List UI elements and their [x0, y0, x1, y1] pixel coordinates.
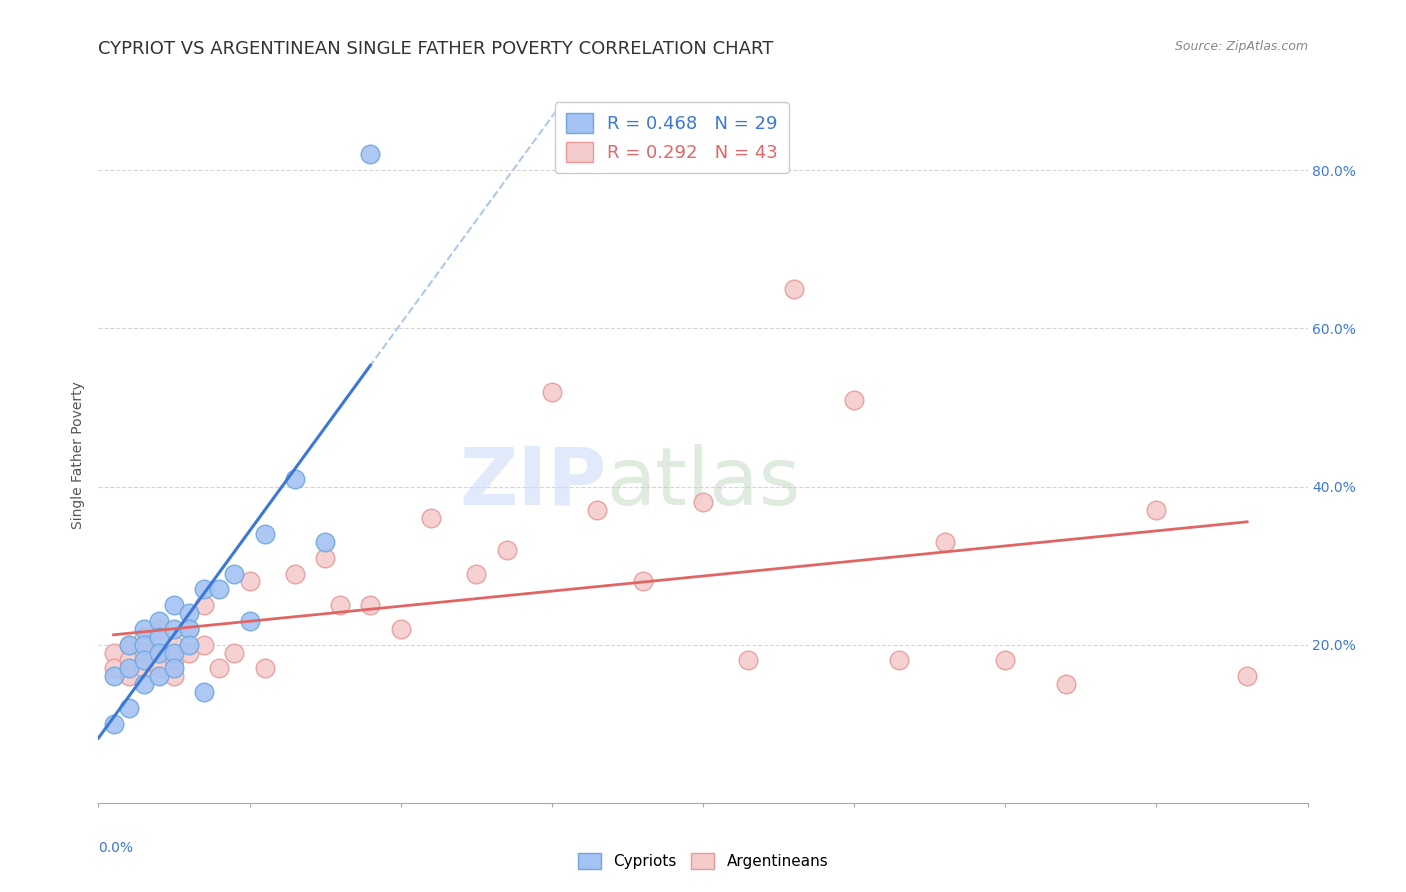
Point — [179, 646, 201, 660]
Point — [193, 638, 215, 652]
Point — [495, 542, 517, 557]
Point — [163, 653, 186, 667]
Point — [103, 716, 125, 731]
Point — [224, 566, 246, 581]
Point — [103, 669, 125, 683]
Point — [253, 661, 276, 675]
Point — [314, 550, 336, 565]
Point — [889, 653, 911, 667]
Point — [239, 574, 262, 589]
Point — [148, 630, 170, 644]
Point — [118, 638, 141, 652]
Point — [179, 638, 201, 652]
Point — [208, 582, 231, 597]
Point — [118, 653, 141, 667]
Point — [118, 669, 141, 683]
Point — [329, 598, 352, 612]
Point — [1054, 677, 1077, 691]
Point — [103, 661, 125, 675]
Point — [934, 534, 956, 549]
Point — [163, 661, 186, 675]
Point — [420, 511, 443, 525]
Point — [163, 638, 186, 652]
Point — [132, 646, 155, 660]
Text: atlas: atlas — [606, 443, 800, 522]
Point — [132, 653, 155, 667]
Point — [193, 598, 215, 612]
Legend: Cypriots, Argentineans: Cypriots, Argentineans — [572, 847, 834, 875]
Y-axis label: Single Father Poverty: Single Father Poverty — [70, 381, 84, 529]
Point — [314, 534, 336, 549]
Point — [179, 622, 201, 636]
Text: ZIP: ZIP — [458, 443, 606, 522]
Point — [103, 646, 125, 660]
Point — [148, 646, 170, 660]
Point — [148, 669, 170, 683]
Point — [132, 638, 155, 652]
Point — [163, 646, 186, 660]
Point — [163, 622, 186, 636]
Point — [179, 606, 201, 620]
Point — [118, 701, 141, 715]
Text: Source: ZipAtlas.com: Source: ZipAtlas.com — [1174, 40, 1308, 54]
Point — [994, 653, 1017, 667]
Point — [692, 495, 714, 509]
Point — [118, 661, 141, 675]
Point — [208, 661, 231, 675]
Point — [148, 661, 170, 675]
Point — [224, 646, 246, 660]
Point — [465, 566, 488, 581]
Point — [737, 653, 759, 667]
Text: 0.0%: 0.0% — [98, 841, 134, 855]
Point — [132, 622, 155, 636]
Point — [284, 472, 307, 486]
Point — [239, 614, 262, 628]
Legend: R = 0.468   N = 29, R = 0.292   N = 43: R = 0.468 N = 29, R = 0.292 N = 43 — [555, 103, 789, 173]
Point — [132, 677, 155, 691]
Point — [783, 282, 806, 296]
Point — [540, 384, 562, 399]
Point — [163, 598, 186, 612]
Point — [284, 566, 307, 581]
Point — [1236, 669, 1258, 683]
Point — [631, 574, 654, 589]
Point — [253, 527, 276, 541]
Point — [844, 392, 866, 407]
Point — [148, 614, 170, 628]
Point — [360, 147, 382, 161]
Point — [389, 622, 412, 636]
Point — [1146, 503, 1168, 517]
Point — [193, 582, 215, 597]
Point — [586, 503, 609, 517]
Point — [163, 669, 186, 683]
Point — [179, 622, 201, 636]
Point — [132, 661, 155, 675]
Point — [360, 598, 382, 612]
Point — [148, 646, 170, 660]
Point — [132, 630, 155, 644]
Point — [118, 638, 141, 652]
Text: CYPRIOT VS ARGENTINEAN SINGLE FATHER POVERTY CORRELATION CHART: CYPRIOT VS ARGENTINEAN SINGLE FATHER POV… — [98, 40, 773, 58]
Point — [193, 685, 215, 699]
Point — [148, 622, 170, 636]
